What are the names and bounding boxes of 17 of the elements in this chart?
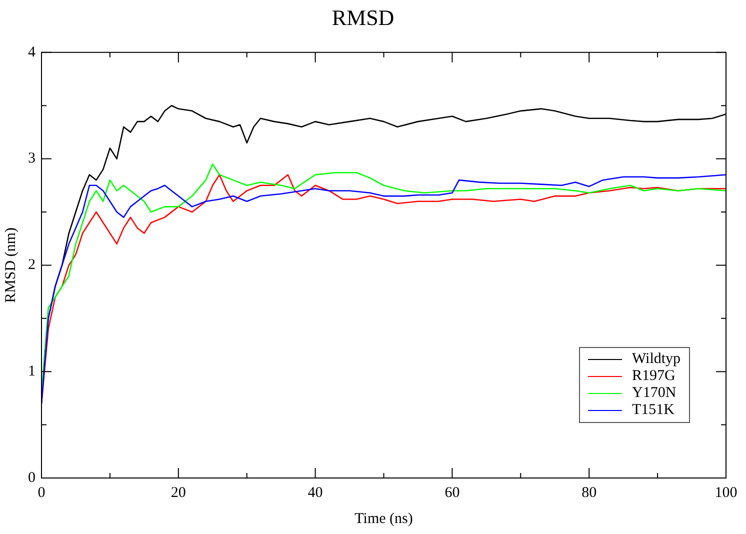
x-tick-label: 100	[714, 484, 738, 501]
x-axis-title: Time (ns)	[354, 510, 413, 527]
x-tick-label: 20	[170, 484, 186, 501]
legend-label: Wildtyp	[632, 351, 681, 368]
chart-title: RMSD	[332, 4, 394, 30]
x-tick-label: 40	[308, 484, 323, 501]
legend-label: R197G	[632, 368, 676, 385]
legend-label: Y170N	[632, 385, 676, 402]
y-tick-label: 3	[28, 150, 36, 167]
y-tick-label: 1	[28, 364, 36, 380]
y-tick-label: 4	[28, 44, 36, 60]
legend-label: T151K	[632, 402, 674, 419]
y-axis-title: RMSD (nm)	[2, 227, 19, 303]
y-tick-label: 2	[28, 257, 36, 274]
y-tick-label: 0	[28, 470, 36, 486]
x-tick-label: 60	[444, 484, 460, 501]
x-tick-label: 80	[582, 484, 597, 501]
